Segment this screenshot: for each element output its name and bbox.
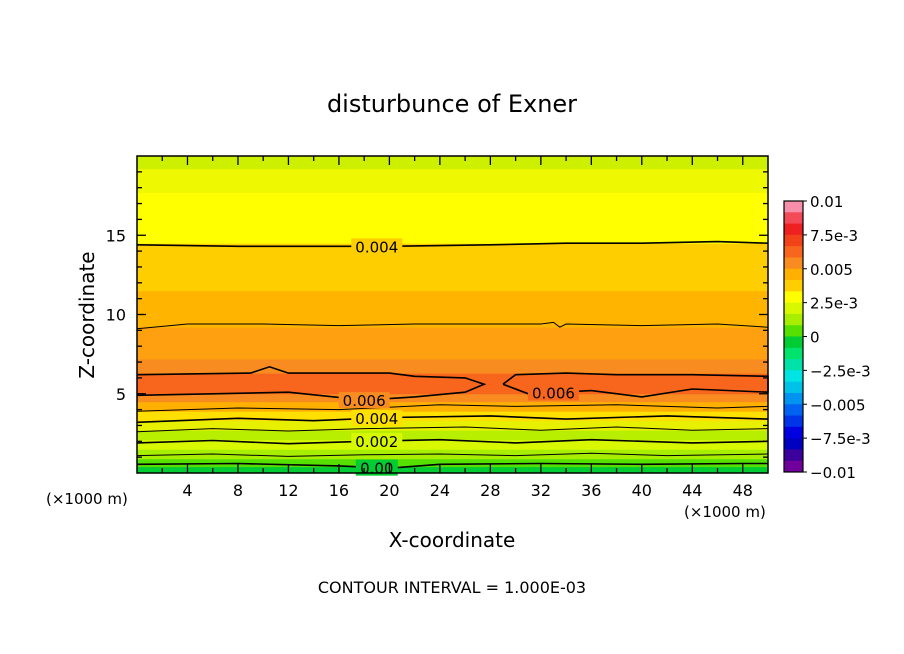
x-tick-label: 48: [733, 481, 753, 500]
contour-band: [137, 439, 768, 450]
contour-label-bg: [527, 384, 579, 401]
colorbar-swatch: [784, 201, 803, 213]
colorbar-swatch: [784, 460, 803, 473]
colorbar-swatch: [784, 223, 803, 236]
colorbar-swatch: [784, 438, 803, 450]
colorbar-swatch: [784, 291, 803, 304]
colorbar-swatch: [784, 280, 803, 292]
colorbar-swatch: [784, 347, 803, 360]
colorbar-swatch: [784, 257, 803, 270]
contour-line: [136, 438, 769, 445]
contour-label-bg: [351, 410, 403, 427]
colorbar-swatch: [784, 313, 803, 326]
contour-band: [137, 192, 768, 244]
x-tick-label: 20: [379, 481, 399, 500]
colorbar-label: 0: [810, 329, 820, 347]
colorbar-label: −0.01: [810, 464, 856, 482]
x-tick-label: 40: [632, 481, 652, 500]
contour-line: [136, 426, 769, 433]
contour-band: [137, 401, 768, 412]
contour-label: 0.002: [355, 433, 398, 451]
colorbar-label: 0.01: [810, 193, 843, 211]
contour-band: [137, 458, 768, 468]
colorbar-swatch: [784, 359, 803, 371]
x-tick-label: 24: [430, 481, 450, 500]
contour-band: [137, 168, 768, 193]
contour-line: [136, 415, 769, 424]
contour-band: [137, 430, 768, 441]
plot-area: [137, 156, 768, 474]
colorbar-labels: 0.01 7.5e-3 0.005 2.5e-3 0 −2.5e-3 −0.005 −7.5e…: [810, 193, 871, 482]
contour-line: [136, 404, 769, 412]
x-axis-label: X-coordinate: [389, 528, 516, 552]
colorbar-swatch: [784, 392, 803, 405]
chart-title: disturbunce of Exner: [327, 90, 577, 118]
x-tick-label: 44: [682, 481, 702, 500]
colorbar-label: 2.5e-3: [810, 295, 858, 313]
contour-band: [137, 290, 768, 328]
contour-label: 0.006: [532, 384, 575, 402]
y-tick-label: 5: [116, 385, 126, 404]
contour-band: [137, 466, 768, 474]
contour-line: [136, 365, 487, 401]
contour-band: [137, 358, 768, 374]
contour-label: 0.004: [355, 410, 398, 428]
colorbar-swatch: [784, 415, 803, 428]
contour-label-bg: [338, 392, 390, 409]
y-tick-label: 10: [106, 306, 126, 325]
contour-band: [137, 156, 768, 170]
y-axis-tick-labels: 5 10 15: [106, 226, 126, 404]
colorbar-swatch: [784, 336, 803, 349]
colorbar-swatch: [784, 449, 803, 462]
colorbar-label: 0.005: [810, 261, 853, 279]
colorbar-swatch: [784, 268, 803, 281]
x-unit-right: (×1000 m): [684, 503, 766, 521]
contour-line: [136, 321, 769, 330]
colorbar-swatch: [784, 234, 803, 247]
contour-interval-footer: CONTOUR INTERVAL = 1.000E-03: [318, 578, 586, 597]
axis-ticks: [137, 156, 768, 473]
x-tick-label: 16: [329, 481, 349, 500]
x-tick-label: 36: [581, 481, 601, 500]
contour-band: [137, 243, 768, 292]
x-tick-label: 4: [182, 481, 192, 500]
contour-band: [137, 327, 768, 360]
contour-label-bg: [351, 238, 403, 255]
colorbar-swatch: [784, 404, 803, 416]
contour-band: [137, 393, 768, 403]
contour-label: 0.006: [343, 392, 386, 410]
colorbar-label: −7.5e-3: [810, 430, 871, 448]
colorbar-swatch: [784, 370, 803, 383]
colorbar: [783, 200, 807, 473]
colorbar-swatch: [784, 381, 803, 394]
x-tick-label: 28: [480, 481, 500, 500]
colorbar-label: 7.5e-3: [810, 227, 858, 245]
colorbar-swatch: [784, 212, 803, 224]
colorbar-swatch: [784, 246, 803, 258]
colorbar-label: −0.005: [810, 396, 866, 414]
colorbar-swatch: [784, 325, 803, 337]
contour-line: [136, 240, 769, 248]
x-tick-label: 8: [233, 481, 243, 500]
colorbar-swatch: [784, 302, 803, 315]
y-axis-label: Z-coordinate: [75, 251, 99, 378]
x-tick-label: 32: [531, 481, 551, 500]
contour-band: [137, 420, 768, 431]
x-unit-left: (×1000 m): [46, 490, 128, 508]
contour-label: 0.004: [355, 238, 398, 256]
colorbar-swatch: [784, 426, 803, 439]
contour-line: [136, 452, 769, 457]
x-tick-label: 12: [278, 481, 298, 500]
contour-label-bg: [351, 433, 403, 450]
contour-band: [137, 373, 768, 395]
contour-label: 0.00: [360, 460, 393, 478]
x-axis-tick-labels: 4 8 12 16 20 24 28 32 36 40 44 48: [182, 481, 753, 500]
contour-label-bg: [355, 459, 398, 476]
colorbar-label: −2.5e-3: [810, 362, 871, 380]
y-tick-label: 15: [106, 226, 126, 245]
